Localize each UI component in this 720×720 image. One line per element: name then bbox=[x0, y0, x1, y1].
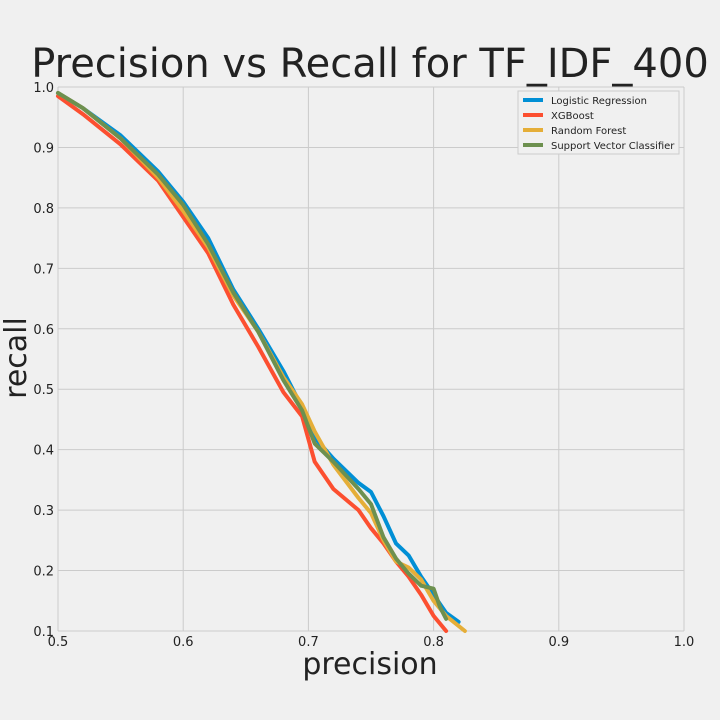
x-tick-label: 1.0 bbox=[674, 635, 695, 650]
y-axis-label: recall bbox=[0, 317, 34, 399]
series-line-2 bbox=[56, 91, 467, 633]
x-tick-label: 0.7 bbox=[298, 635, 319, 650]
y-tick-label: 0.7 bbox=[33, 262, 54, 277]
y-axis-ticks: 0.1 0.2 0.3 0.4 0.5 0.6 0.7 0.8 0.9 1.0 bbox=[33, 81, 54, 640]
legend-label-2: Random Forest bbox=[551, 126, 626, 137]
y-tick-label: 0.2 bbox=[33, 565, 54, 580]
y-tick-label: 0.4 bbox=[33, 444, 54, 459]
x-tick-label: 0.5 bbox=[48, 635, 69, 650]
x-tick-label: 0.9 bbox=[548, 635, 569, 650]
series-lines bbox=[56, 91, 467, 633]
y-tick-label: 0.6 bbox=[33, 323, 54, 338]
y-tick-label: 1.0 bbox=[33, 81, 54, 96]
chart-title: Precision vs Recall for TF_IDF_400 bbox=[31, 41, 709, 87]
legend-label-3: Support Vector Classifier bbox=[551, 141, 675, 152]
x-tick-label: 0.6 bbox=[173, 635, 194, 650]
y-tick-label: 0.8 bbox=[33, 202, 54, 217]
y-tick-label: 0.1 bbox=[33, 625, 54, 640]
legend-label-0: Logistic Regression bbox=[551, 96, 647, 107]
legend-box bbox=[517, 90, 680, 155]
legend-label-1: XGBoost bbox=[551, 111, 594, 122]
y-tick-label: 0.5 bbox=[33, 383, 54, 398]
grid-lines bbox=[57, 86, 685, 632]
x-axis-label: precision bbox=[302, 647, 437, 682]
legend: Logistic Regression XGBoost Random Forest S… bbox=[517, 90, 680, 155]
y-tick-label: 0.3 bbox=[33, 504, 54, 519]
y-tick-label: 0.9 bbox=[33, 141, 54, 156]
series-line-3 bbox=[56, 91, 449, 621]
x-axis-ticks: 0.5 0.6 0.7 0.8 0.9 1.0 bbox=[48, 635, 695, 650]
x-tick-label: 0.8 bbox=[423, 635, 444, 650]
